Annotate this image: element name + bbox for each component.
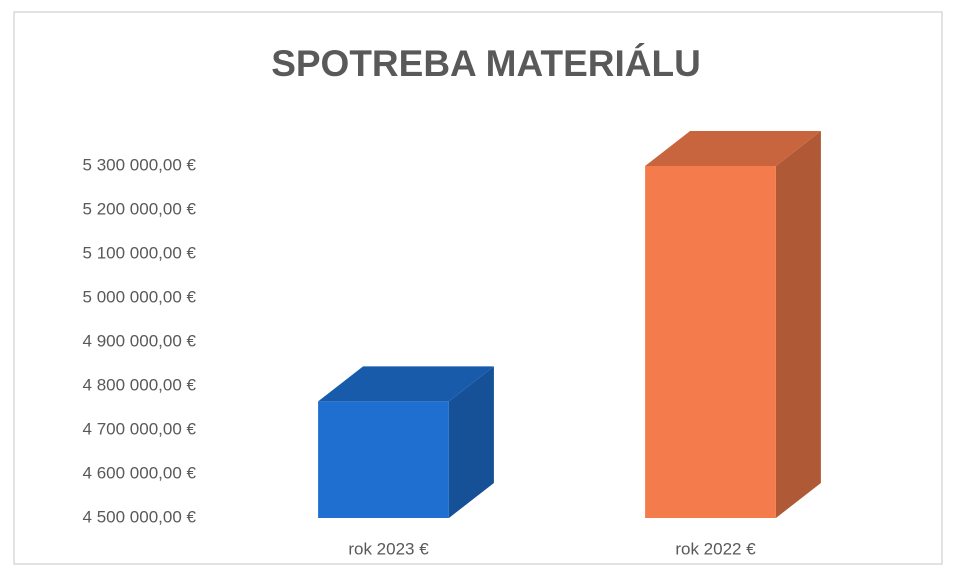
bar <box>318 401 449 518</box>
y-tick-label: 4 700 000,00 € <box>83 419 197 438</box>
y-tick-label: 4 500 000,00 € <box>83 507 197 526</box>
y-tick-label: 4 800 000,00 € <box>83 375 197 394</box>
y-tick-label: 5 200 000,00 € <box>83 199 197 218</box>
y-tick-label: 4 900 000,00 € <box>83 331 197 350</box>
y-tick-label: 4 600 000,00 € <box>83 463 197 482</box>
y-tick-label: 5 300 000,00 € <box>83 155 197 174</box>
bar-side <box>775 131 821 518</box>
chart-title: SPOTREBA MATERIÁLU <box>271 43 701 84</box>
y-tick-label: 5 000 000,00 € <box>83 287 197 306</box>
bar-side <box>448 366 494 518</box>
y-tick-label: 5 100 000,00 € <box>83 243 197 262</box>
bar-top <box>318 366 494 402</box>
x-tick-label: rok 2022 € <box>675 539 756 558</box>
bar-top <box>645 131 821 166</box>
bar <box>645 166 776 518</box>
x-tick-label: rok 2023 € <box>348 539 429 558</box>
